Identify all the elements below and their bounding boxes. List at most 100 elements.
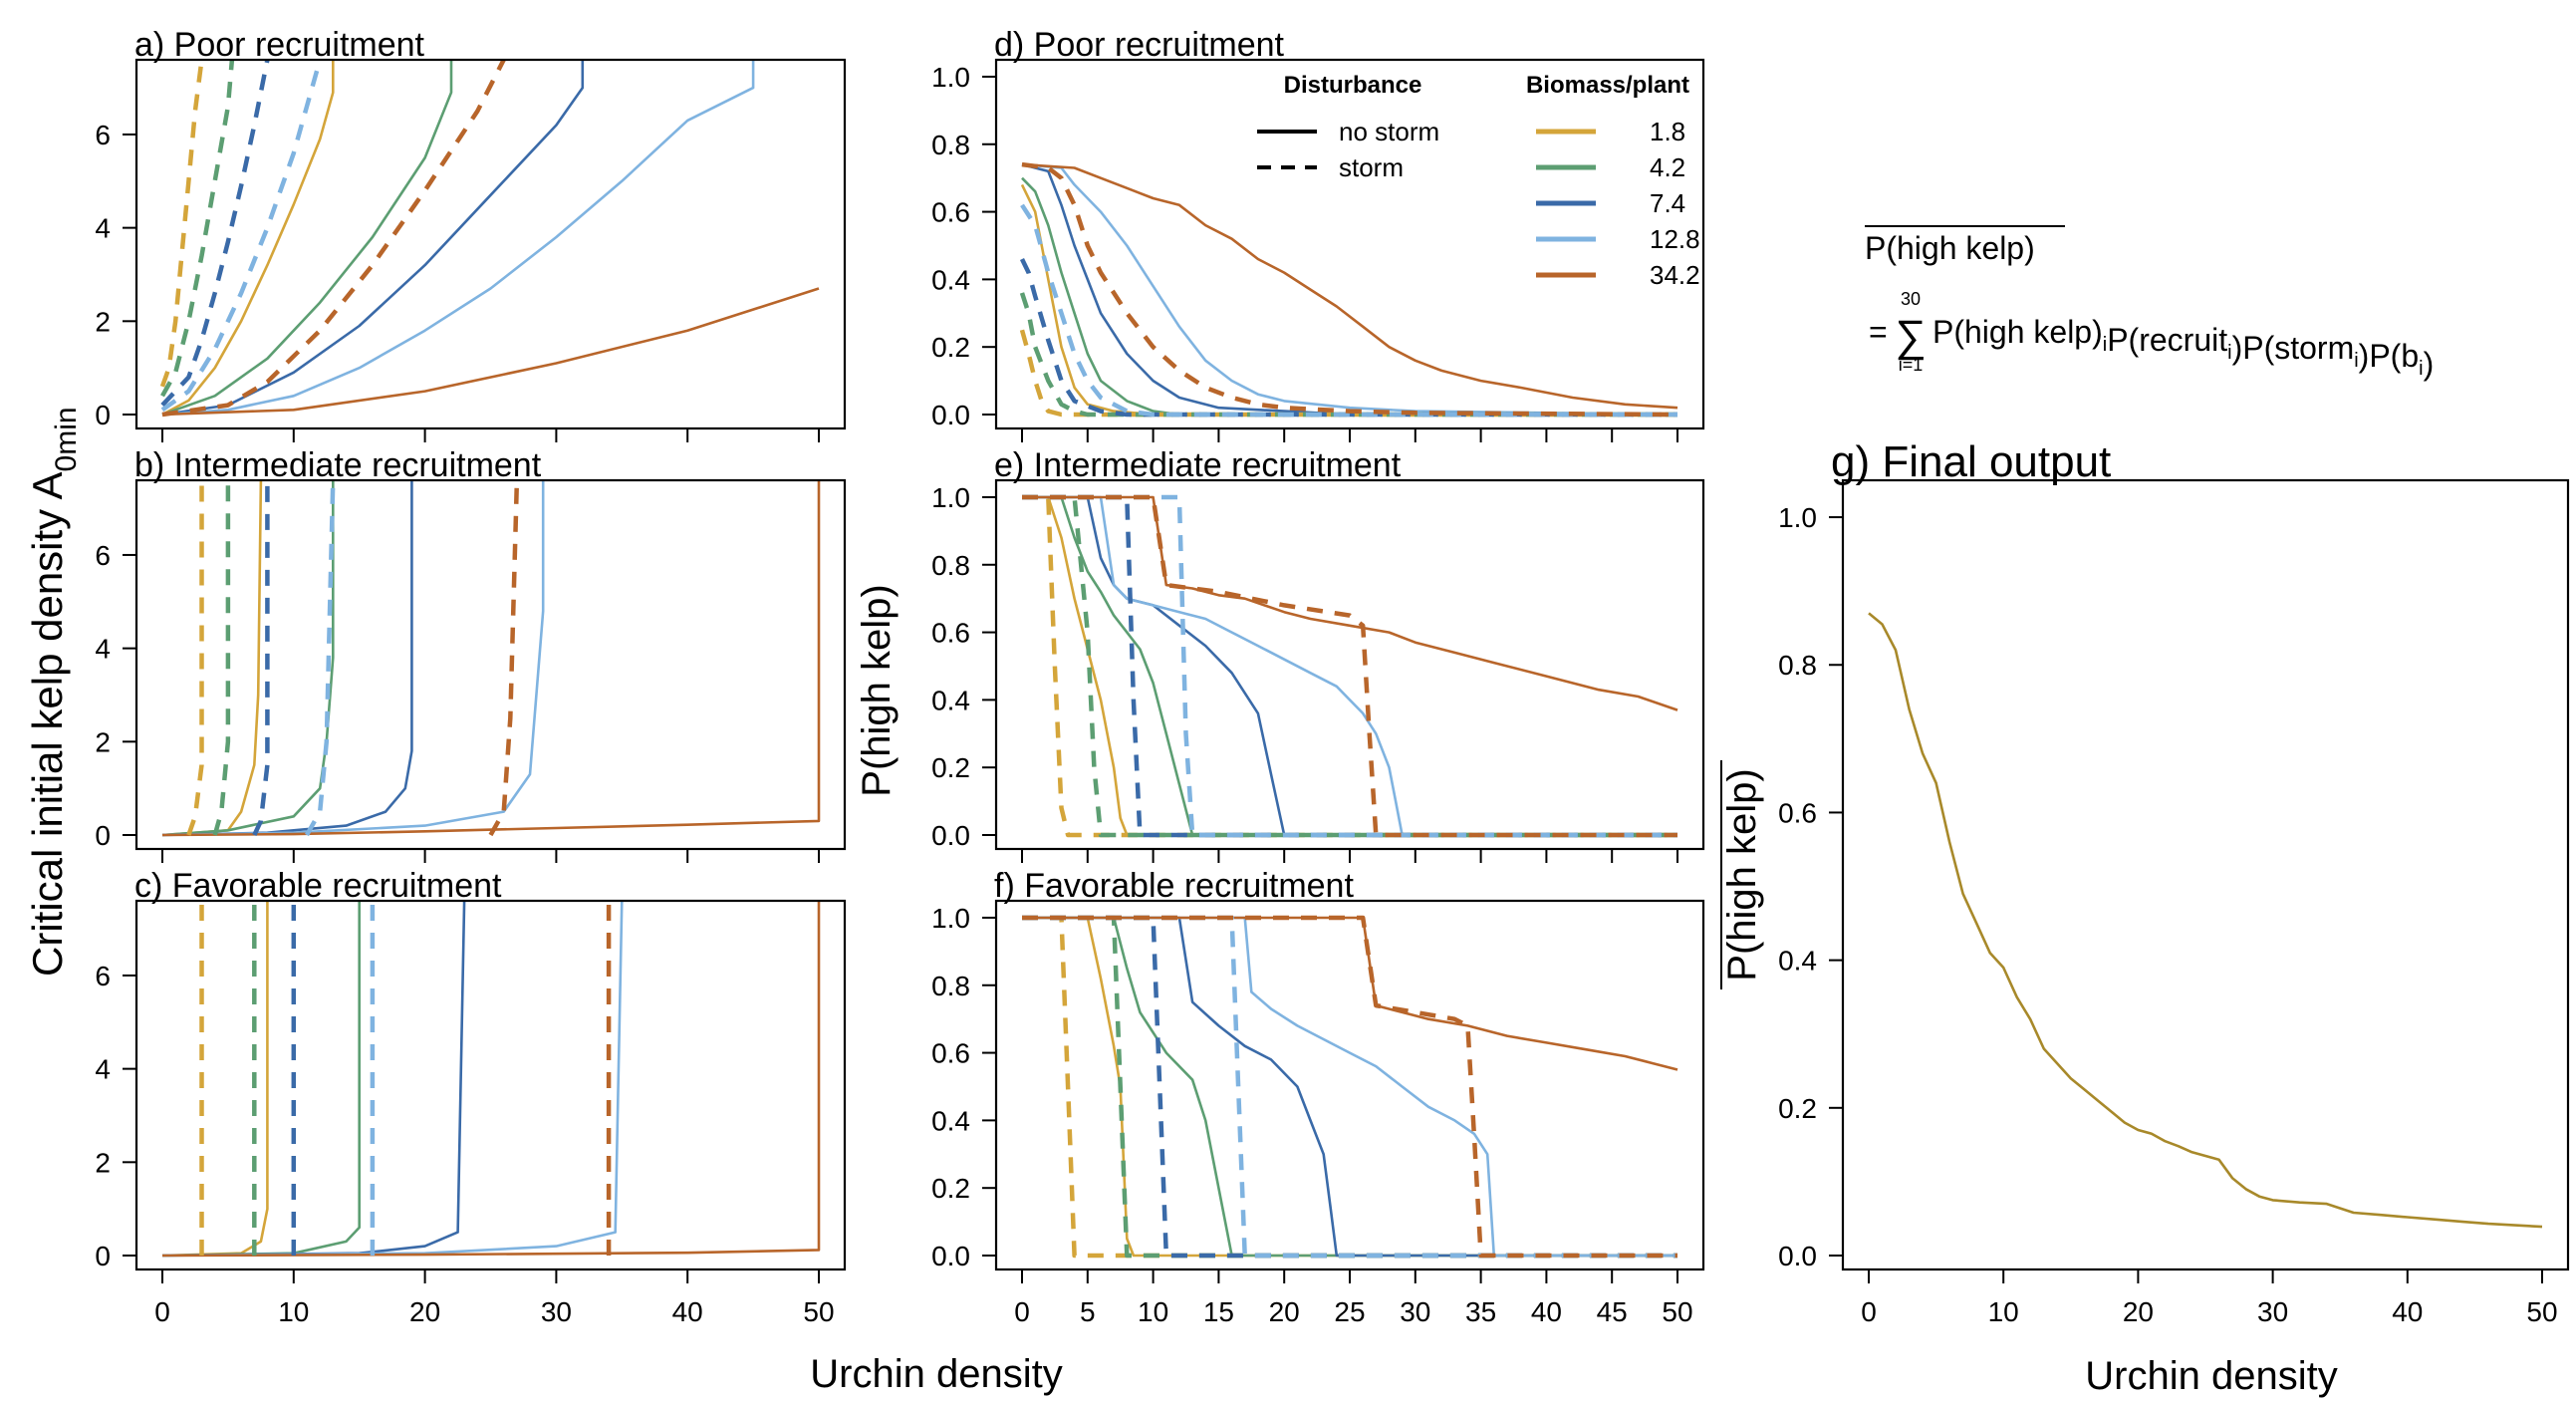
panel-e: e) Intermediate recruitment 0.0 0.2 0.4 0.6 0… <box>931 446 1705 863</box>
series-line-7-4 <box>161 901 466 1258</box>
legend-biomass-entries: 1.8 4.2 7.4 12.8 34.2 <box>1536 117 1700 290</box>
series-line-34-2 <box>1021 162 1678 410</box>
x-tick-label: 50 <box>1662 1296 1692 1327</box>
equation-term: ) <box>2424 346 2435 382</box>
series-group <box>161 480 821 837</box>
x-tick-label: 40 <box>672 1296 703 1327</box>
y-tick-label: 0.2 <box>931 1173 970 1204</box>
series-group <box>161 901 821 1258</box>
y-tick-label: 0.2 <box>931 332 970 363</box>
series-line-4-2-storm <box>1022 915 1677 1259</box>
panel-title: c) Favorable recruitment <box>134 867 502 905</box>
series-line-4-2-storm <box>160 60 235 398</box>
series-line-34-2-storm <box>1022 915 1677 1259</box>
y-tick-label: 0.0 <box>931 820 970 851</box>
left-y-axis-label: Critical initial kelp density A0min <box>24 407 83 977</box>
plot-frame <box>994 478 1705 851</box>
sum-symbol: ∑ <box>1895 312 1926 361</box>
x-tick-label: 30 <box>1400 1296 1430 1327</box>
series-line-7-4-storm <box>252 480 270 836</box>
series-line-4-2 <box>161 901 362 1258</box>
series-group <box>1019 161 1678 418</box>
sum-lower-limit: i=1 <box>1899 355 1924 375</box>
series-line-7-4-storm <box>1019 258 1677 418</box>
series-line-12-8-storm <box>160 60 323 413</box>
y-tick-label: 0.8 <box>931 130 970 160</box>
series-line-7-4 <box>1021 162 1677 417</box>
y-tick-label: 0.6 <box>931 1038 970 1069</box>
panel-title: g) Final output <box>1831 437 2111 486</box>
series-line-1-8-storm <box>1019 329 1677 418</box>
series-line-12-8 <box>161 480 545 837</box>
panel-b: b) Intermediate recruitment 0 2 4 6 <box>95 446 847 863</box>
panel-g: g) Final output 0.0 0.2 0.4 0.6 0.8 1.0 0 10 20 30… <box>1720 437 2570 1327</box>
x-tick-label: 40 <box>2392 1296 2423 1327</box>
sum-upper-limit: 30 <box>1901 289 1921 309</box>
legend-no-storm-label: no storm <box>1339 117 1439 146</box>
y-tick-label: 6 <box>95 961 111 991</box>
series-line-4-2 <box>1021 176 1677 417</box>
legend: Disturbance no storm storm Biomass/plant… <box>1257 72 1700 290</box>
y-tick-label: 0.2 <box>931 752 970 783</box>
x-tick-label: 10 <box>1138 1296 1168 1327</box>
x-tick-label: 50 <box>2526 1296 2557 1327</box>
series-line-12-8-storm <box>1020 203 1677 418</box>
plot-frame <box>994 899 1705 1271</box>
legend-biomass-label: 4.2 <box>1650 152 1685 182</box>
y-tick-label: 0.6 <box>931 197 970 228</box>
y-tick-label: 4 <box>95 213 111 244</box>
y-tick-label: 0.4 <box>931 1105 970 1136</box>
legend-biomass-label: 34.2 <box>1650 260 1700 290</box>
y-tick-label: 0.4 <box>1778 946 1817 977</box>
legend-biomass-label: 7.4 <box>1650 188 1685 218</box>
y-tick-label: 6 <box>95 540 111 571</box>
right-x-axis-label: Urchin density <box>2085 1354 2337 1398</box>
y-tick-label: 0.0 <box>931 400 970 430</box>
series-line-34-2 <box>161 287 820 417</box>
equation-subscript: i <box>2354 350 2358 372</box>
panel-title: a) Poor recruitment <box>134 26 425 64</box>
panel-title: f) Favorable recruitment <box>994 867 1354 905</box>
series-group <box>159 60 820 418</box>
series-line-34-2 <box>161 480 821 837</box>
legend-biomass-label: 1.8 <box>1650 117 1685 146</box>
series-line-7-4-storm <box>1022 494 1677 838</box>
series-line-1-8-storm <box>186 480 204 836</box>
equation-term: )P(b <box>2359 338 2419 374</box>
y-tick-label: 0.6 <box>1778 797 1817 828</box>
panel-c: c) Favorable recruitment 0 2 4 6 0 10 20 30 40 50 <box>95 867 847 1327</box>
equation-lhs: P(high kelp) <box>1865 230 2035 266</box>
y-tick-label: 0 <box>95 820 111 851</box>
series-line-34-2-storm <box>1022 494 1677 838</box>
x-tick-label: 20 <box>409 1296 440 1327</box>
panel-a: a) Poor recruitment 0 2 4 6 <box>95 26 847 442</box>
panel-y-axis-label: P(high kelp) <box>1720 768 1764 981</box>
series-line-34-2 <box>1022 495 1678 711</box>
left-x-axis-label: Urchin density <box>810 1352 1062 1396</box>
equation-rhs: P(high kelp)iP(recruiti)P(stormi)P(bi) <box>1932 314 2434 382</box>
y-tick-label: 4 <box>95 1054 111 1085</box>
panel-title: b) Intermediate recruitment <box>134 446 542 484</box>
x-tick-label: 25 <box>1334 1296 1365 1327</box>
x-tick-label: 50 <box>803 1296 834 1327</box>
plot-frame <box>994 58 1705 430</box>
series-line-4-2 <box>1022 495 1677 837</box>
y-tick-label: 0 <box>95 400 111 430</box>
y-tick-label: 2 <box>95 1147 111 1178</box>
series-line-7-4 <box>1022 495 1677 837</box>
x-tick-label: 10 <box>1988 1296 2019 1327</box>
series-line-12-8 <box>161 901 624 1258</box>
series-line-1-8 <box>161 901 269 1258</box>
x-tick-label: 20 <box>1269 1296 1300 1327</box>
y-tick-label: 2 <box>95 306 111 337</box>
series-group <box>1022 494 1678 838</box>
equation-subscript: i <box>2103 334 2107 356</box>
plot-frame <box>134 58 847 430</box>
series-line-7-4 <box>1022 916 1677 1258</box>
y-tick-label: 0.4 <box>931 264 970 295</box>
y-tick-label: 2 <box>95 726 111 757</box>
y-tick-label: 1.0 <box>1778 502 1817 533</box>
equation-term: P(high kelp) <box>1932 314 2103 350</box>
x-tick-label: 20 <box>2123 1296 2154 1327</box>
